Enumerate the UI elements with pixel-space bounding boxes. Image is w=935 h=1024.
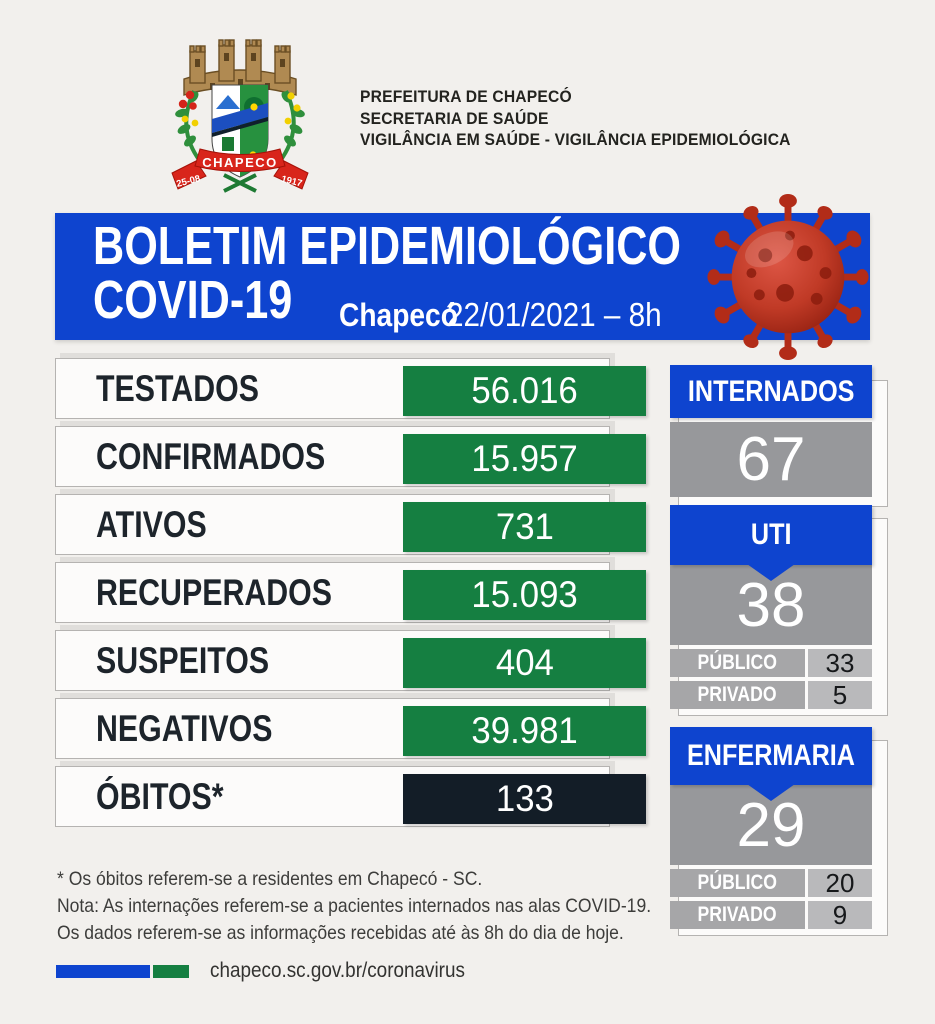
stat-label: CONFIRMADOS: [96, 435, 326, 477]
stat-value-box: 15.093: [403, 570, 646, 620]
stat-row-suspeitos: SUSPEITOS 404: [55, 630, 646, 691]
banner-city: Chapecó: [339, 297, 458, 333]
site-url[interactable]: chapeco.sc.gov.br/coronavirus: [210, 959, 465, 982]
logo-city-text: CHAPECO: [202, 155, 278, 170]
enfermaria-publico-label: PÚBLICO: [670, 869, 805, 897]
enfermaria-privado-label: PRIVADO: [670, 901, 805, 929]
stat-value-box: 731: [403, 502, 646, 552]
stat-row-obitos: ÓBITOS* 133: [55, 766, 646, 827]
stat-label: TESTADOS: [96, 367, 259, 409]
footnote-obitos: * Os óbitos referem-se a residentes em C…: [57, 868, 483, 890]
uti-arrow-down-icon: [747, 564, 795, 581]
footnote-internacoes: Nota: As internações referem-se a pacien…: [57, 895, 652, 917]
chapeco-coat-of-arms-logo: CHAPECO 25-08 1917: [171, 39, 309, 193]
stat-label: NEGATIVOS: [96, 707, 273, 749]
stat-value-box-obitos: 133: [403, 774, 646, 824]
stat-label: RECUPERADOS: [96, 571, 333, 613]
uti-privado-label: PRIVADO: [670, 681, 805, 709]
stat-row-recuperados: RECUPERADOS 15.093: [55, 562, 646, 623]
stat-label: ATIVOS: [96, 503, 207, 545]
stat-row-negativos: NEGATIVOS 39.981: [55, 698, 646, 759]
banner-title-line1: BOLETIM EPIDEMIOLÓGICO: [93, 216, 682, 276]
stat-row-testados: TESTADOS 56.016: [55, 358, 646, 419]
uti-publico-value: 33: [808, 648, 872, 678]
logo-date-right: 1917: [280, 174, 303, 190]
green-bar-decoration: [153, 964, 189, 978]
uti-total: 38: [670, 565, 872, 645]
uti-header: UTI: [670, 505, 872, 581]
banner-datetime: 22/01/2021 – 8h: [447, 296, 662, 333]
org-line-prefeitura: PREFEITURA DE CHAPECÓ: [360, 87, 572, 106]
enfermaria-arrow-down-icon: [747, 784, 795, 801]
coronavirus-icon: [707, 194, 869, 361]
enfermaria-privado-value: 9: [808, 900, 872, 930]
internados-total: 67: [670, 422, 872, 497]
stat-value-box: 56.016: [403, 366, 646, 416]
blue-bar-decoration: [56, 964, 150, 978]
footer-bar: chapeco.sc.gov.br/coronavirus: [56, 959, 493, 982]
stat-label: SUSPEITOS: [96, 639, 270, 681]
stat-value-box: 15.957: [403, 434, 646, 484]
enfermaria-header: ENFERMARIA: [670, 727, 872, 801]
org-header: PREFEITURA DE CHAPECÓ SECRETARIA DE SAÚD…: [360, 86, 828, 151]
banner-title-line2: COVID-19: [93, 270, 293, 330]
org-line-secretaria: SECRETARIA DE SAÚDE: [360, 108, 549, 128]
enfermaria-publico-value: 20: [808, 868, 872, 898]
stat-value-box: 404: [403, 638, 646, 688]
stat-row-ativos: ATIVOS 731: [55, 494, 646, 555]
stat-value-box: 39.981: [403, 706, 646, 756]
footnotes: * Os óbitos referem-se a residentes em C…: [57, 866, 717, 947]
uti-privado-value: 5: [808, 680, 872, 710]
stat-label: ÓBITOS*: [96, 775, 224, 817]
footnote-dados: Os dados referem-se as informações receb…: [57, 922, 624, 944]
uti-publico-label: PÚBLICO: [670, 649, 805, 677]
stat-row-confirmados: CONFIRMADOS 15.957: [55, 426, 646, 487]
org-line-vigilancia: VIGILÂNCIA EM SAÚDE - VIGILÂNCIA EPIDEMI…: [360, 130, 791, 149]
internados-header: INTERNADOS: [670, 365, 872, 418]
